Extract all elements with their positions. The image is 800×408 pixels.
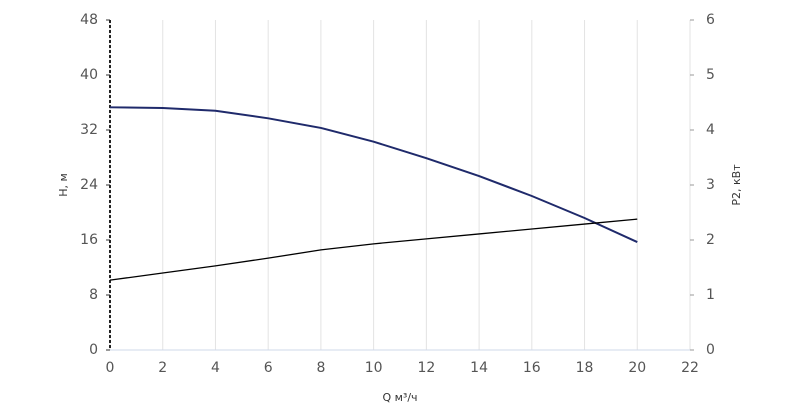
y2-axis-label: P2, кВт xyxy=(730,164,743,206)
x-tick-label: 6 xyxy=(264,360,273,376)
x-tick-label: 4 xyxy=(211,360,220,376)
y2-tick-label: 1 xyxy=(706,287,715,303)
y2-tick-label: 5 xyxy=(706,67,715,83)
y2-tick-label: 0 xyxy=(706,342,715,358)
x-tick-label: 0 xyxy=(106,360,115,376)
line-series xyxy=(109,218,638,281)
y-tick-label: 0 xyxy=(89,342,98,358)
y2-tick-label: 2 xyxy=(706,232,715,248)
y2-tick-label: 6 xyxy=(706,12,715,28)
x-tick-label: 8 xyxy=(316,360,325,376)
x-tick-label: 20 xyxy=(628,360,646,376)
y-axis-label: H, м xyxy=(57,173,70,197)
x-tick-label: 14 xyxy=(470,360,488,376)
x-tick-label: 2 xyxy=(158,360,167,376)
x-tick-label: 18 xyxy=(576,360,594,376)
y-tick-label: 24 xyxy=(80,177,98,193)
y-tick-label: 32 xyxy=(80,122,98,138)
x-axis-label: Q м³/ч xyxy=(382,391,417,404)
x-tick-label: 16 xyxy=(523,360,541,376)
x-tick-label: 10 xyxy=(365,360,383,376)
y-tick-label: 40 xyxy=(80,67,98,83)
x-tick-label: 22 xyxy=(681,360,699,376)
x-tick-label: 12 xyxy=(417,360,435,376)
y-tick-label: 48 xyxy=(80,12,98,28)
y2-tick-label: 4 xyxy=(706,122,715,138)
y-tick-label: 8 xyxy=(89,287,98,303)
y-tick-label: 16 xyxy=(80,232,98,248)
line-series xyxy=(109,106,638,243)
y2-tick-label: 3 xyxy=(706,177,715,193)
